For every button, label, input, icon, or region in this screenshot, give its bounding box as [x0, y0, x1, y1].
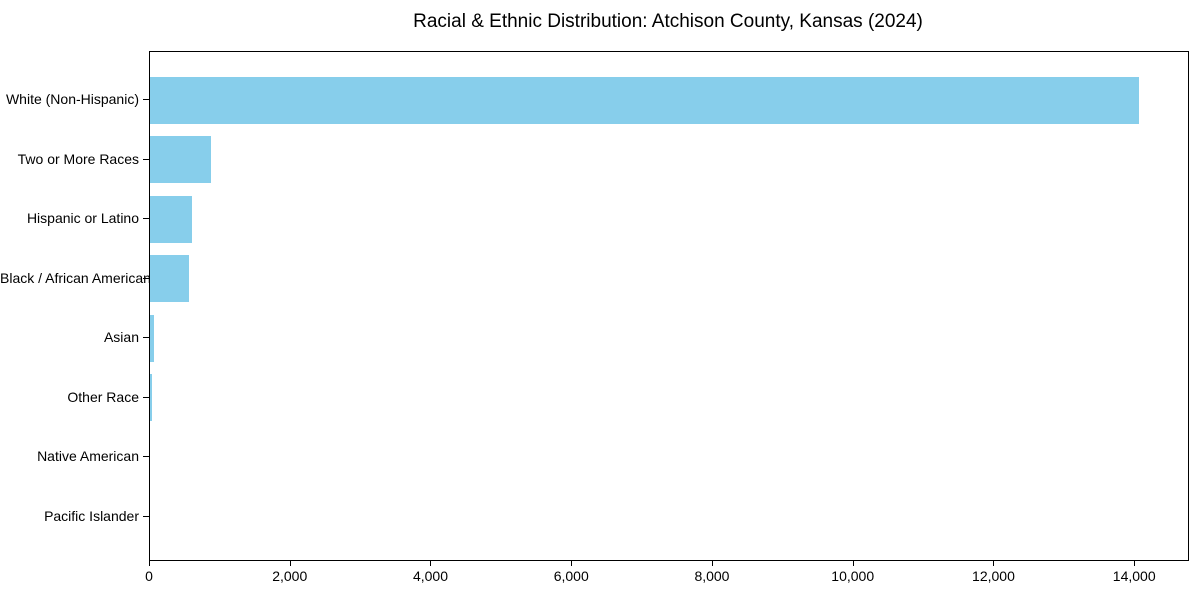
bar-asian [150, 314, 154, 362]
x-tick-label-14000: 14,000 [1112, 568, 1156, 584]
plot-area [149, 51, 1189, 561]
bar-black-african-american [150, 255, 190, 303]
x-tick-label-8000: 8,000 [694, 568, 730, 584]
y-tick-mark [143, 99, 149, 100]
y-tick-mark [143, 337, 149, 339]
x-tick-label-12000: 12,000 [972, 568, 1015, 584]
y-tick-label-other-race: Other Race [67, 388, 139, 405]
bar-hispanic-or-latino [150, 195, 193, 243]
x-tick-label-10000: 10,000 [831, 568, 875, 584]
x-tick-mark [852, 561, 854, 566]
y-tick-label-pacific-islander: Pacific Islander [44, 508, 139, 524]
x-tick-mark [571, 561, 573, 566]
x-tick-mark [1134, 561, 1136, 566]
bar-two-or-more-races [150, 136, 212, 184]
y-tick-mark [143, 218, 149, 220]
y-tick-mark [143, 277, 149, 279]
y-tick-label-native-american: Native American [37, 448, 139, 465]
y-tick-mark [143, 396, 149, 398]
y-tick-mark [143, 158, 149, 160]
x-tick-label-6000: 6,000 [553, 568, 589, 584]
x-tick-label-0: 0 [145, 568, 153, 584]
chart-title: Racial & Ethnic Distribution: Atchison C… [413, 11, 923, 32]
x-tick-label-4000: 4,000 [412, 568, 448, 584]
y-tick-mark [143, 456, 149, 458]
x-tick-mark [289, 561, 291, 566]
y-tick-label-two-or-more-races: Two or More Races [17, 150, 139, 167]
x-tick-mark [149, 561, 150, 566]
y-tick-label-white-non-hispanic: White (Non-Hispanic) [5, 91, 139, 107]
x-tick-mark [993, 561, 995, 566]
x-tick-mark [711, 561, 713, 566]
y-tick-label-hispanic-or-latino: Hispanic or Latino [26, 210, 139, 227]
y-tick-label-black-african-american: Black / African American [0, 269, 151, 286]
y-tick-mark [143, 516, 149, 517]
x-tick-mark [430, 561, 432, 566]
bar-other-race [150, 374, 153, 422]
y-tick-label-asian: Asian [103, 329, 139, 346]
x-tick-label-2000: 2,000 [272, 568, 308, 584]
bar-white-non-hispanic [150, 76, 1139, 124]
